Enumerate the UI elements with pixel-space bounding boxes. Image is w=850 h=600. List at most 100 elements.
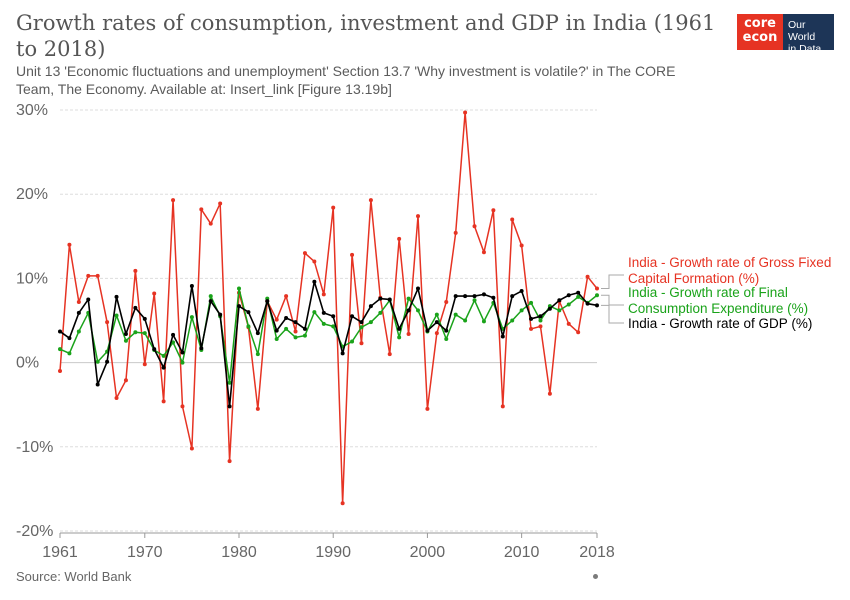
data-point[interactable] — [152, 347, 157, 352]
data-point[interactable] — [397, 236, 402, 241]
data-point[interactable] — [142, 362, 147, 367]
data-point[interactable] — [189, 446, 194, 451]
data-point[interactable] — [312, 279, 317, 284]
data-point[interactable] — [453, 312, 458, 317]
data-point[interactable] — [425, 406, 430, 411]
data-point[interactable] — [576, 330, 581, 335]
data-point[interactable] — [114, 313, 119, 318]
data-point[interactable] — [199, 207, 204, 212]
data-point[interactable] — [510, 318, 515, 323]
data-point[interactable] — [481, 319, 486, 324]
data-point[interactable] — [350, 314, 355, 319]
data-point[interactable] — [472, 298, 477, 303]
data-point[interactable] — [406, 331, 411, 336]
data-point[interactable] — [142, 316, 147, 321]
data-point[interactable] — [86, 297, 91, 302]
data-point[interactable] — [434, 312, 439, 317]
data-point[interactable] — [331, 314, 336, 319]
series-line[interactable] — [59, 280, 598, 408]
data-point[interactable] — [284, 326, 289, 331]
data-point[interactable] — [566, 293, 571, 298]
data-point[interactable] — [331, 205, 336, 210]
data-point[interactable] — [123, 338, 128, 343]
data-point[interactable] — [425, 328, 430, 333]
data-point[interactable] — [519, 289, 524, 294]
data-point[interactable] — [274, 328, 279, 333]
data-point[interactable] — [171, 198, 176, 203]
data-point[interactable] — [218, 201, 223, 206]
data-point[interactable] — [434, 331, 439, 336]
data-point[interactable] — [350, 339, 355, 344]
data-point[interactable] — [585, 274, 590, 279]
data-point[interactable] — [378, 310, 383, 315]
data-point[interactable] — [161, 353, 166, 358]
data-point[interactable] — [453, 294, 458, 299]
timeline-handle[interactable] — [593, 574, 598, 579]
data-point[interactable] — [171, 340, 176, 345]
data-point[interactable] — [359, 341, 364, 346]
data-point[interactable] — [123, 331, 128, 336]
data-point[interactable] — [161, 365, 166, 370]
data-point[interactable] — [340, 351, 345, 356]
data-point[interactable] — [189, 283, 194, 288]
data-point[interactable] — [67, 351, 72, 356]
data-point[interactable] — [246, 324, 251, 329]
data-point[interactable] — [538, 314, 543, 319]
data-point[interactable] — [58, 347, 62, 352]
data-point[interactable] — [208, 299, 213, 304]
data-point[interactable] — [105, 359, 110, 364]
data-point[interactable] — [359, 320, 364, 325]
legend[interactable]: India - Growth rate of Gross FixedCapita… — [601, 255, 831, 331]
data-point[interactable] — [246, 310, 251, 315]
data-point[interactable] — [293, 320, 298, 325]
series-3[interactable] — [58, 279, 599, 409]
data-point[interactable] — [312, 310, 317, 315]
data-point[interactable] — [284, 315, 289, 320]
data-point[interactable] — [114, 294, 119, 299]
series-1[interactable] — [58, 110, 599, 506]
data-point[interactable] — [557, 308, 562, 313]
data-point[interactable] — [218, 312, 223, 317]
data-point[interactable] — [161, 399, 166, 404]
data-point[interactable] — [434, 320, 439, 325]
data-point[interactable] — [58, 329, 62, 334]
data-point[interactable] — [227, 459, 232, 464]
data-point[interactable] — [208, 294, 213, 299]
data-point[interactable] — [105, 320, 110, 325]
data-point[interactable] — [595, 303, 599, 308]
data-point[interactable] — [76, 299, 81, 304]
data-point[interactable] — [529, 316, 534, 321]
data-point[interactable] — [397, 326, 402, 331]
data-point[interactable] — [312, 259, 317, 264]
data-point[interactable] — [557, 298, 562, 303]
data-point[interactable] — [510, 294, 515, 299]
data-point[interactable] — [189, 315, 194, 320]
data-point[interactable] — [416, 308, 420, 313]
data-point[interactable] — [67, 242, 72, 247]
data-point[interactable] — [76, 329, 81, 334]
data-point[interactable] — [321, 310, 326, 315]
data-point[interactable] — [95, 273, 100, 278]
data-point[interactable] — [133, 305, 138, 310]
data-point[interactable] — [95, 359, 100, 364]
data-point[interactable] — [180, 350, 185, 355]
logo[interactable]: core econ Our World in Data — [737, 14, 834, 55]
data-point[interactable] — [576, 294, 581, 299]
data-point[interactable] — [368, 304, 373, 309]
data-point[interactable] — [255, 406, 260, 411]
data-point[interactable] — [595, 293, 599, 298]
data-point[interactable] — [284, 294, 289, 299]
data-point[interactable] — [237, 286, 241, 291]
data-point[interactable] — [378, 296, 383, 301]
data-point[interactable] — [387, 352, 392, 357]
data-point[interactable] — [585, 301, 590, 306]
data-point[interactable] — [180, 360, 185, 365]
data-point[interactable] — [152, 291, 157, 296]
data-point[interactable] — [566, 321, 571, 326]
data-point[interactable] — [491, 295, 496, 300]
data-point[interactable] — [123, 378, 128, 383]
data-point[interactable] — [481, 250, 486, 255]
legend-label[interactable]: India - Growth rate of GDP (%) — [628, 316, 812, 331]
data-point[interactable] — [255, 352, 260, 357]
data-point[interactable] — [481, 292, 486, 297]
